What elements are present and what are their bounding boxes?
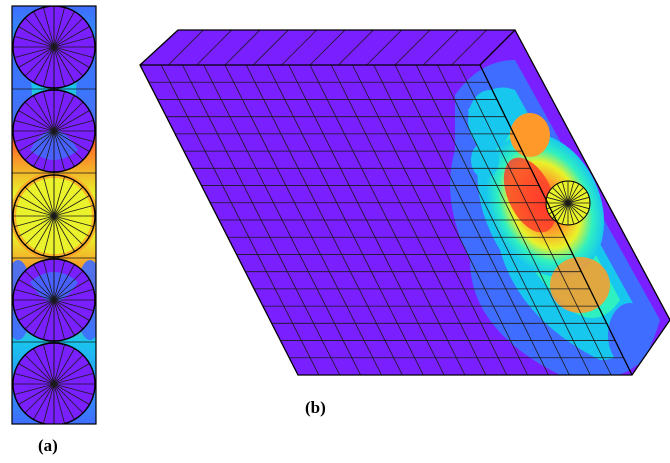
panel-b-sheared-block bbox=[139, 29, 670, 376]
panel-a-strip bbox=[11, 5, 97, 425]
caption-b: (b) bbox=[305, 398, 326, 417]
caption-a: (a) bbox=[38, 436, 58, 455]
